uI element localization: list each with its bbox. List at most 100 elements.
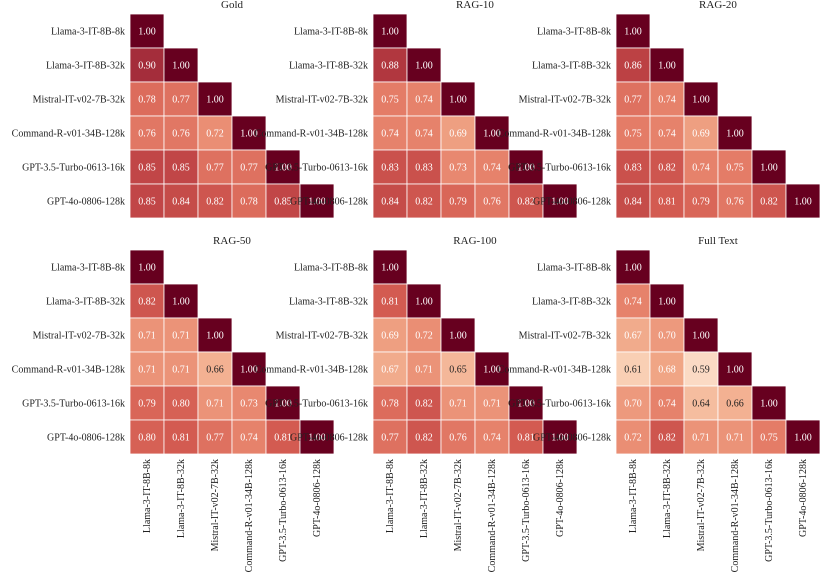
x-tick-label: GPT-3.5-Turbo-0613-16k xyxy=(278,459,289,562)
heatmap-cell xyxy=(785,419,821,455)
cell-value: 0.71 xyxy=(138,331,156,342)
cell-value: 0.74 xyxy=(415,95,433,106)
x-tick-label: Mistral-IT-v02-7B-32k xyxy=(696,459,707,551)
x-tick-label: Llama-3-IT-8B-8k xyxy=(142,459,153,533)
cell-value: 0.76 xyxy=(138,129,156,140)
heatmap-cell xyxy=(615,249,651,285)
heatmap-cell xyxy=(129,183,165,219)
heatmap-cell xyxy=(406,149,442,185)
cell-value: 0.70 xyxy=(658,331,676,342)
cell-value: 0.84 xyxy=(624,197,642,208)
cell-value: 1.00 xyxy=(206,95,224,106)
panel-rag-10: RAG-10 1.00 0.88 1.00 0.75 0.74 1.00 0.74 0.74 0.… xyxy=(255,0,578,219)
heatmap-cell xyxy=(508,149,544,185)
cell-value: 0.67 xyxy=(381,365,399,376)
cell-value: 0.76 xyxy=(172,129,190,140)
heatmap-cell xyxy=(615,183,651,219)
cell-value: 1.00 xyxy=(551,197,569,208)
heatmap-cell xyxy=(197,183,233,219)
panel-rag-100: RAG-100 1.00 0.81 1.00 0.69 0.72 1.00 0.67 0.71 0… xyxy=(255,235,578,572)
heatmap-cell xyxy=(683,183,719,219)
y-tick-label: GPT-4o-0806-128k xyxy=(533,433,611,444)
cell-value: 1.00 xyxy=(308,433,326,444)
cell-value: 0.66 xyxy=(206,365,224,376)
y-tick-label: Command-R-v01-34B-128k xyxy=(255,365,368,376)
cell-value: 0.82 xyxy=(658,433,676,444)
cell-value: 0.77 xyxy=(240,163,258,174)
cell-value: 0.69 xyxy=(692,129,710,140)
heatmap-cell xyxy=(649,183,685,219)
cell-value: 0.85 xyxy=(138,163,156,174)
cell-value: 0.74 xyxy=(658,129,676,140)
x-tick-label: GPT-4o-0806-128k xyxy=(555,459,566,537)
panel-title: Full Text xyxy=(698,235,738,247)
y-tick-label: GPT-3.5-Turbo-0613-16k xyxy=(265,163,368,174)
cell-value: 1.00 xyxy=(658,297,676,308)
heatmap-cell xyxy=(406,115,442,151)
heatmap-cell xyxy=(372,249,408,285)
panel-rag-50: RAG-50 1.00 0.82 1.00 0.71 0.71 1.00 0.71 0.71 0.… xyxy=(12,235,335,572)
y-tick-label: Mistral-IT-v02-7B-32k xyxy=(519,95,611,106)
cell-value: 1.00 xyxy=(308,197,326,208)
cell-value: 0.70 xyxy=(624,399,642,410)
heatmap-cell xyxy=(129,149,165,185)
heatmap-cell xyxy=(683,115,719,151)
cell-value: 0.77 xyxy=(381,433,399,444)
heatmap-cell xyxy=(717,115,753,151)
cell-value: 0.78 xyxy=(381,399,399,410)
y-tick-label: GPT-4o-0806-128k xyxy=(290,433,368,444)
cell-value: 0.82 xyxy=(760,197,778,208)
x-tick-label: Llama-3-IT-8B-8k xyxy=(385,459,396,533)
cell-value: 0.74 xyxy=(658,95,676,106)
heatmap-cell xyxy=(649,81,685,117)
cell-value: 0.75 xyxy=(726,163,744,174)
cell-value: 0.82 xyxy=(415,399,433,410)
y-tick-label: Mistral-IT-v02-7B-32k xyxy=(276,331,368,342)
cell-value: 0.82 xyxy=(138,297,156,308)
heatmap-cell xyxy=(717,419,753,455)
x-tick-label: GPT-3.5-Turbo-0613-16k xyxy=(521,459,532,562)
cell-value: 0.77 xyxy=(624,95,642,106)
cell-value: 0.74 xyxy=(692,163,710,174)
cell-value: 0.82 xyxy=(658,163,676,174)
heatmap-cell xyxy=(163,183,199,219)
heatmap-cell xyxy=(129,351,165,387)
heatmap-cell xyxy=(440,149,476,185)
panel-title: RAG-10 xyxy=(456,0,494,11)
heatmap-cell xyxy=(683,317,719,353)
heatmap-cell xyxy=(683,419,719,455)
heatmap-cell xyxy=(197,149,233,185)
heatmap-cell xyxy=(440,81,476,117)
heatmap-cell xyxy=(129,419,165,455)
x-tick-label: Llama-3-IT-8B-32k xyxy=(176,459,187,538)
heatmap-cell xyxy=(406,419,442,455)
heatmap-cell xyxy=(231,385,267,421)
cell-value: 0.71 xyxy=(206,399,224,410)
heatmap-cell xyxy=(717,385,753,421)
cell-value: 1.00 xyxy=(794,433,812,444)
heatmap-cell xyxy=(474,351,510,387)
cell-value: 0.83 xyxy=(624,163,642,174)
x-tick-label: Command-R-v01-34B-128k xyxy=(487,459,498,572)
cell-value: 0.76 xyxy=(483,197,501,208)
cell-value: 1.00 xyxy=(172,297,190,308)
heatmap-cell xyxy=(683,351,719,387)
cell-value: 1.00 xyxy=(794,197,812,208)
cell-value: 0.76 xyxy=(449,433,467,444)
heatmap-cell xyxy=(197,419,233,455)
cell-value: 0.79 xyxy=(138,399,156,410)
cell-value: 0.68 xyxy=(658,365,676,376)
heatmap-cell xyxy=(197,81,233,117)
cell-value: 1.00 xyxy=(692,95,710,106)
cell-value: 0.73 xyxy=(449,163,467,174)
cell-value: 0.81 xyxy=(658,197,676,208)
cell-value: 1.00 xyxy=(206,331,224,342)
cell-value: 0.74 xyxy=(624,297,642,308)
cell-value: 1.00 xyxy=(415,61,433,72)
heatmap-cell xyxy=(406,81,442,117)
cell-value: 1.00 xyxy=(240,129,258,140)
cell-value: 0.85 xyxy=(172,163,190,174)
heatmap-cell xyxy=(440,317,476,353)
cell-value: 0.79 xyxy=(449,197,467,208)
y-tick-label: Llama-3-IT-8B-8k xyxy=(537,263,611,274)
